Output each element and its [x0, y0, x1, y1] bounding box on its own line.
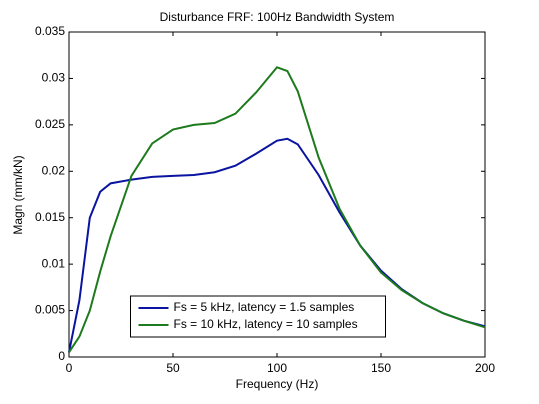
- legend-label: Fs = 10 kHz, latency = 10 samples: [174, 317, 358, 331]
- chart-title: Disturbance FRF: 100Hz Bandwidth System: [160, 10, 395, 24]
- y-tick-label: 0.025: [35, 117, 65, 131]
- legend: Fs = 5 kHz, latency = 1.5 samples Fs = 10…: [130, 295, 386, 338]
- x-tick-label: 100: [267, 361, 287, 375]
- legend-label: Fs = 5 kHz, latency = 1.5 samples: [174, 300, 355, 314]
- x-tick-label: 50: [166, 361, 180, 375]
- x-tick-label: 200: [475, 361, 495, 375]
- y-tick-label: 0.03: [42, 71, 66, 85]
- y-tick-label: 0.02: [42, 163, 66, 177]
- y-tick-label: 0.035: [35, 24, 65, 38]
- y-tick-label: 0.015: [35, 210, 65, 224]
- y-tick-label: 0.01: [42, 256, 66, 270]
- y-tick-label: 0: [58, 349, 65, 363]
- legend-box: [130, 295, 386, 338]
- series-line: [68, 66, 486, 353]
- x-tick-label: 150: [371, 361, 391, 375]
- y-tick-label: 0.005: [35, 303, 65, 317]
- x-axis-label: Frequency (Hz): [236, 377, 319, 391]
- y-axis-label: Magn (mm/kN): [11, 155, 25, 234]
- x-tick-label: 0: [66, 361, 73, 375]
